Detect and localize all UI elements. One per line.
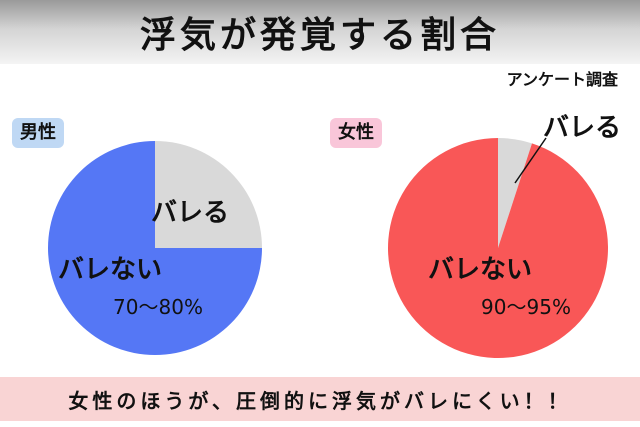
female-caught-leader-line	[514, 137, 547, 184]
male-caught-slice	[155, 141, 262, 248]
conclusion-text: 女性のほうが、圧倒的に浮気がバレにくい！！	[68, 389, 572, 413]
female-not-caught-value: 90〜95%	[481, 295, 571, 319]
male-not-caught-slice	[48, 141, 262, 355]
page-title: 浮気が発覚する割合	[139, 15, 500, 56]
survey-caption: アンケート調査	[506, 70, 618, 89]
female-not-caught-label: バレない	[428, 255, 532, 285]
male-pie	[48, 141, 262, 355]
conclusion-banner	[0, 377, 640, 421]
male-chart-title: 男性	[12, 118, 64, 148]
male-caught-label: バレる	[151, 198, 229, 228]
male-not-caught-value: 70〜80%	[113, 295, 203, 319]
female-caught-label: バレる	[543, 113, 621, 143]
female-caught-slice	[498, 138, 532, 248]
male-not-caught-label: バレない	[58, 255, 162, 285]
female-not-caught-slice	[387, 138, 608, 358]
female-chart-title: 女性	[330, 118, 382, 148]
female-pie	[387, 138, 608, 358]
title-banner	[0, 0, 640, 64]
